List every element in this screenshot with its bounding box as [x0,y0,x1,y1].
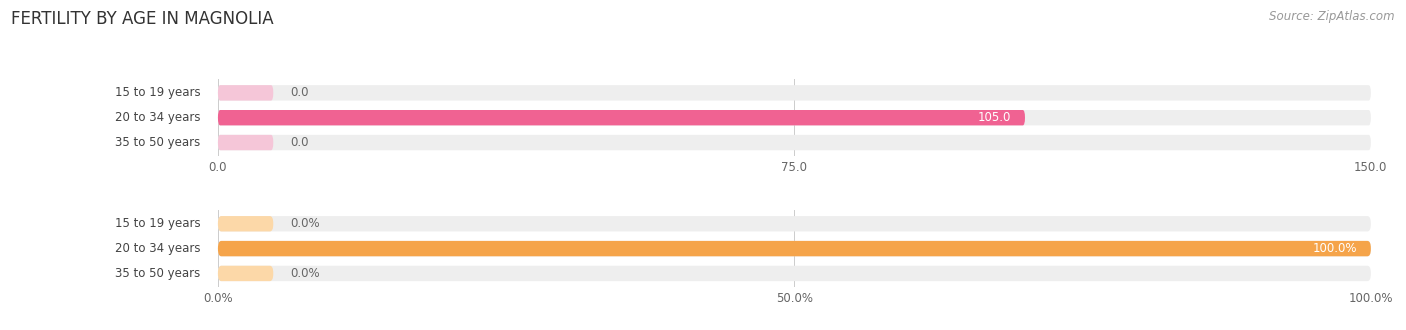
FancyBboxPatch shape [218,266,1371,281]
FancyBboxPatch shape [218,216,273,231]
Text: FERTILITY BY AGE IN MAGNOLIA: FERTILITY BY AGE IN MAGNOLIA [11,10,274,28]
Text: 15 to 19 years: 15 to 19 years [115,86,201,99]
Text: 105.0: 105.0 [977,111,1011,124]
Text: 20 to 34 years: 20 to 34 years [115,242,201,255]
FancyBboxPatch shape [218,110,1371,125]
FancyBboxPatch shape [218,85,273,101]
Text: Source: ZipAtlas.com: Source: ZipAtlas.com [1270,10,1395,23]
Text: 35 to 50 years: 35 to 50 years [115,136,201,149]
FancyBboxPatch shape [218,241,1371,256]
FancyBboxPatch shape [218,266,273,281]
Text: 0.0%: 0.0% [291,267,321,280]
Text: 0.0: 0.0 [291,86,309,99]
Text: 100.0%: 100.0% [1313,242,1357,255]
FancyBboxPatch shape [218,85,1371,101]
Text: 35 to 50 years: 35 to 50 years [115,267,201,280]
FancyBboxPatch shape [218,110,1025,125]
FancyBboxPatch shape [218,135,1371,150]
FancyBboxPatch shape [218,135,273,150]
Text: 20 to 34 years: 20 to 34 years [115,111,201,124]
Text: 15 to 19 years: 15 to 19 years [115,217,201,230]
FancyBboxPatch shape [218,216,1371,231]
FancyBboxPatch shape [218,241,1371,256]
Text: 0.0: 0.0 [291,136,309,149]
Text: 0.0%: 0.0% [291,217,321,230]
